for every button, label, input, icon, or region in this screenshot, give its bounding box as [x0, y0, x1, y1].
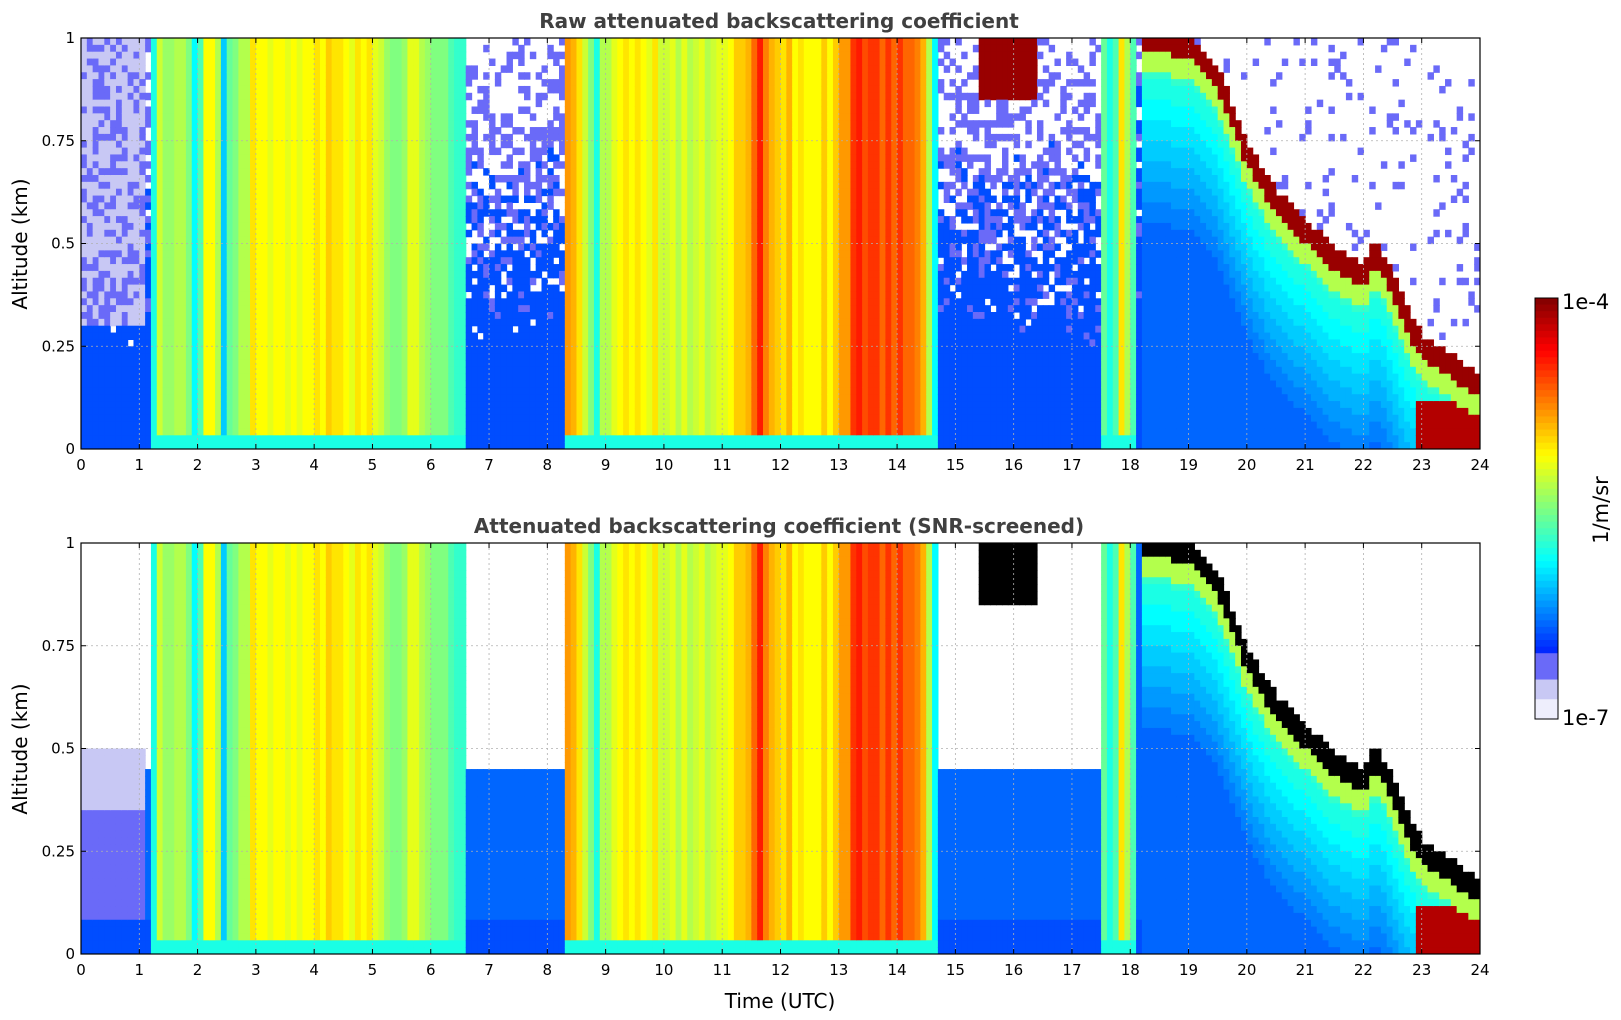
bottom-chart-title: Attenuated backscattering coefficient (S…	[474, 514, 1084, 538]
x-tick-label: 21	[1296, 961, 1315, 979]
x-tick-label: 9	[601, 456, 611, 474]
colorbar: 1e-4 1e-7 1/m/sr	[1534, 290, 1613, 730]
colorbar-max-label: 1e-4	[1562, 290, 1609, 314]
x-tick-label: 17	[1062, 961, 1081, 979]
x-tick-label: 1	[135, 961, 145, 979]
x-tick-label: 9	[601, 961, 611, 979]
x-tick-label: 8	[543, 961, 553, 979]
x-tick-label: 16	[1004, 961, 1023, 979]
x-tick-label: 23	[1412, 456, 1431, 474]
x-tick-label: 3	[251, 961, 261, 979]
top-y-axis-label: Altitude (km)	[8, 178, 32, 309]
x-tick-label: 19	[1179, 456, 1198, 474]
x-tick-label: 19	[1179, 961, 1198, 979]
x-tick-label: 18	[1121, 961, 1140, 979]
x-tick-label: 6	[426, 456, 436, 474]
x-tick-label: 11	[713, 456, 732, 474]
y-tick-label: 0	[65, 440, 75, 458]
y-tick-label: 0.25	[42, 337, 75, 355]
bottom-y-axis-label: Altitude (km)	[8, 683, 32, 814]
x-tick-label: 5	[368, 456, 378, 474]
x-tick-label: 13	[829, 961, 848, 979]
y-tick-label: 0	[65, 945, 75, 963]
x-tick-label: 20	[1237, 961, 1256, 979]
x-tick-label: 15	[946, 961, 965, 979]
colorbar-frame	[1534, 297, 1559, 720]
x-tick-label: 2	[193, 961, 203, 979]
x-tick-label: 4	[309, 456, 319, 474]
top-y-ticks: 0 0.25 0.5 0.75 1	[42, 29, 1480, 458]
y-tick-label: 1	[65, 534, 75, 552]
x-tick-label: 23	[1412, 961, 1431, 979]
top-chart-title: Raw attenuated backscattering coefficien…	[539, 9, 1019, 33]
bottom-x-ticks: 0 1 2 3 4 5 6 7 8 9 10 11 12 13 14 15 16 17 18 19 20 21 22 23 24	[76, 543, 1490, 979]
x-tick-label: 12	[771, 456, 790, 474]
x-tick-label: 14	[888, 961, 907, 979]
y-tick-label: 1	[65, 29, 75, 47]
x-tick-label: 24	[1470, 961, 1489, 979]
x-tick-label: 16	[1004, 456, 1023, 474]
colorbar-unit-label: 1/m/sr	[1589, 476, 1613, 544]
y-tick-label: 0.5	[51, 235, 75, 253]
top-heatmap	[81, 38, 1480, 449]
x-tick-label: 6	[426, 961, 436, 979]
x-axis-label: Time (UTC)	[724, 989, 836, 1013]
x-tick-label: 10	[654, 961, 673, 979]
colorbar-min-label: 1e-7	[1562, 706, 1609, 730]
bottom-y-ticks: 0 0.25 0.5 0.75 1	[42, 534, 1480, 963]
x-tick-label: 0	[76, 961, 86, 979]
top-x-ticks: 0 1 2 3 4 5 6 7 8 9 10 11 12 13 14 15 16 17 18 19 20 21 22 23 24	[76, 38, 1490, 474]
y-tick-label: 0.75	[42, 637, 75, 655]
x-tick-label: 18	[1121, 456, 1140, 474]
x-tick-label: 12	[771, 961, 790, 979]
top-gridlines	[81, 38, 1480, 449]
x-tick-label: 10	[654, 456, 673, 474]
x-tick-label: 4	[309, 961, 319, 979]
x-tick-label: 1	[135, 456, 145, 474]
x-tick-label: 15	[946, 456, 965, 474]
x-tick-label: 8	[543, 456, 553, 474]
x-tick-label: 2	[193, 456, 203, 474]
y-tick-label: 0.75	[42, 132, 75, 150]
x-tick-label: 13	[829, 456, 848, 474]
y-tick-label: 0.25	[42, 842, 75, 860]
bottom-heatmap	[81, 543, 1480, 954]
x-tick-label: 3	[251, 456, 261, 474]
x-tick-label: 11	[713, 961, 732, 979]
x-tick-label: 5	[368, 961, 378, 979]
x-tick-label: 20	[1237, 456, 1256, 474]
x-tick-label: 17	[1062, 456, 1081, 474]
x-tick-label: 14	[888, 456, 907, 474]
bottom-gridlines	[81, 543, 1480, 954]
x-tick-label: 22	[1354, 456, 1373, 474]
x-tick-label: 21	[1296, 456, 1315, 474]
colorbar-scale	[1535, 298, 1558, 720]
top-panel: Raw attenuated backscattering coefficien…	[8, 9, 1490, 474]
x-tick-label: 7	[484, 961, 494, 979]
y-tick-label: 0.5	[51, 740, 75, 758]
x-tick-label: 7	[484, 456, 494, 474]
x-tick-label: 24	[1470, 456, 1489, 474]
x-tick-label: 22	[1354, 961, 1373, 979]
bottom-panel: Attenuated backscattering coefficient (S…	[8, 514, 1490, 1013]
x-tick-label: 0	[76, 456, 86, 474]
